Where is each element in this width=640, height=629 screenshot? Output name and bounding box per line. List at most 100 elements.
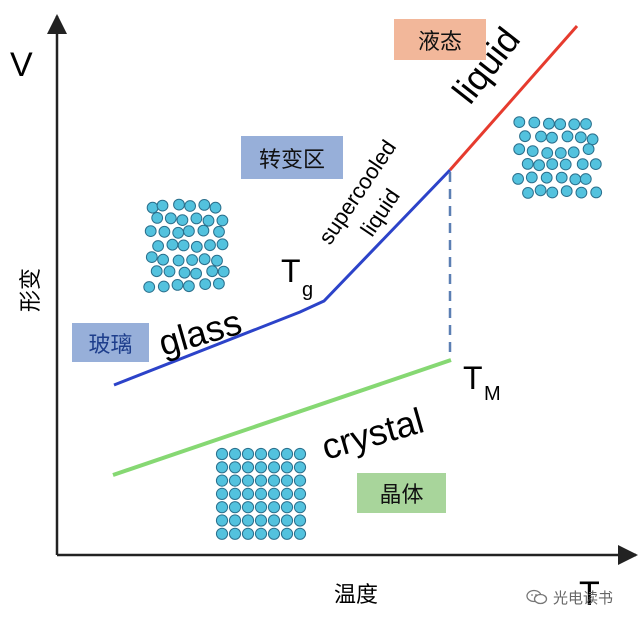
- liquid-particle: [560, 185, 573, 198]
- crystal-particle: [215, 447, 229, 461]
- liquid-particle: [580, 118, 592, 130]
- watermark: 光电读书: [526, 586, 613, 608]
- liquid-particle: [554, 147, 567, 159]
- liquid-particle: [513, 143, 526, 156]
- crystal-particle: [280, 447, 294, 461]
- glass-particle: [213, 277, 225, 290]
- crystal-particle: [293, 447, 307, 461]
- glass-supercooled-curve: [113, 168, 452, 387]
- glass-label: glass: [154, 301, 246, 364]
- liquid-particle: [567, 146, 580, 159]
- crystal-particle: [293, 527, 307, 540]
- glass-particle: [172, 254, 185, 267]
- wechat-icon: [526, 589, 548, 605]
- liquid-particle: [586, 133, 599, 146]
- crystal-particle: [228, 474, 242, 487]
- crystal-particle: [254, 474, 268, 487]
- liquid-particle: [528, 116, 541, 129]
- liquid-particle: [559, 158, 572, 171]
- crystal-particle-cluster: [215, 447, 307, 540]
- glass-particle: [190, 212, 203, 225]
- crystal-particle: [241, 447, 255, 461]
- liquid-particle: [568, 118, 581, 131]
- glass-particle: [206, 265, 219, 278]
- y-axis-label: V: [10, 46, 33, 84]
- crystal-particle: [254, 527, 268, 540]
- crystal-particle: [293, 487, 307, 500]
- glass-particle: [217, 265, 230, 278]
- glass-particle: [198, 253, 211, 266]
- liquid-particle: [554, 118, 567, 131]
- glass-particle: [158, 225, 171, 238]
- crystal-particle: [280, 514, 294, 527]
- glass-particle: [216, 214, 229, 227]
- glass-particle: [144, 225, 157, 238]
- crystal-particle: [241, 527, 255, 540]
- crystal-particle: [241, 501, 255, 514]
- crystal-particle: [241, 514, 255, 527]
- liquid-particle: [546, 131, 558, 144]
- crystal-particle: [267, 461, 281, 474]
- liquid-particle: [535, 130, 547, 143]
- crystal-particle: [215, 514, 229, 527]
- glass-particle: [166, 238, 179, 251]
- crystal-particle: [254, 487, 268, 500]
- watermark-text: 光电读书: [553, 588, 614, 607]
- crystal-particle: [267, 527, 281, 540]
- glass-particle: [146, 201, 159, 214]
- liquid-particle: [546, 158, 559, 171]
- crystal-particle: [267, 487, 281, 500]
- glass-particle: [213, 225, 225, 238]
- liquid-particle: [522, 187, 534, 199]
- glass-particle: [211, 254, 223, 267]
- liquid-particle-cluster: [512, 116, 603, 199]
- liquid-particle: [513, 116, 526, 128]
- glass-particle: [150, 265, 163, 278]
- crystal-particle: [228, 487, 242, 500]
- glass-particle: [156, 199, 169, 212]
- crystal-particle: [241, 487, 255, 500]
- liquid-particle: [543, 117, 555, 130]
- glass-particle: [198, 199, 211, 211]
- liquid-particle: [555, 171, 568, 184]
- crystal-particle: [267, 514, 281, 527]
- liquid-particle: [533, 159, 545, 172]
- liquid-particle: [569, 173, 582, 186]
- glass-tag: 玻璃: [72, 323, 149, 362]
- glass-particle: [145, 251, 158, 264]
- glass-particle: [164, 212, 177, 225]
- glass-particle: [177, 239, 190, 252]
- crystal-particle: [241, 474, 255, 487]
- liquid-particle: [590, 186, 603, 199]
- glass-particle: [151, 212, 164, 224]
- crystal-particle: [267, 474, 281, 487]
- liquid-particle: [512, 173, 524, 185]
- crystal-particle: [228, 447, 242, 461]
- crystal-particle: [228, 514, 242, 527]
- liquid-particle: [540, 171, 553, 184]
- crystal-particle: [293, 514, 307, 527]
- x-axis-caption: 温度: [334, 583, 378, 608]
- crystal-particle: [215, 527, 229, 540]
- crystal-particle: [280, 501, 294, 514]
- glass-particle: [190, 267, 203, 280]
- crystal-particle: [241, 461, 255, 474]
- glass-particle: [157, 253, 170, 266]
- crystal-particle: [215, 474, 229, 487]
- glass-particle: [216, 238, 229, 251]
- liquid-particle: [582, 143, 595, 156]
- crystal-particle: [280, 527, 294, 540]
- glass-particle: [199, 278, 212, 291]
- liquid-particle: [546, 186, 559, 199]
- glass-particle: [178, 266, 191, 279]
- tm-subscript: M: [484, 383, 501, 405]
- glass-particle: [171, 279, 184, 291]
- liquid-particle: [525, 171, 538, 184]
- glass-particle: [190, 240, 203, 253]
- glass-particle: [209, 201, 222, 214]
- glass-particle: [183, 280, 195, 293]
- tg-main: T: [281, 253, 301, 289]
- transition-zone-tag: 转变区: [241, 136, 343, 179]
- crystal-particle: [215, 461, 229, 474]
